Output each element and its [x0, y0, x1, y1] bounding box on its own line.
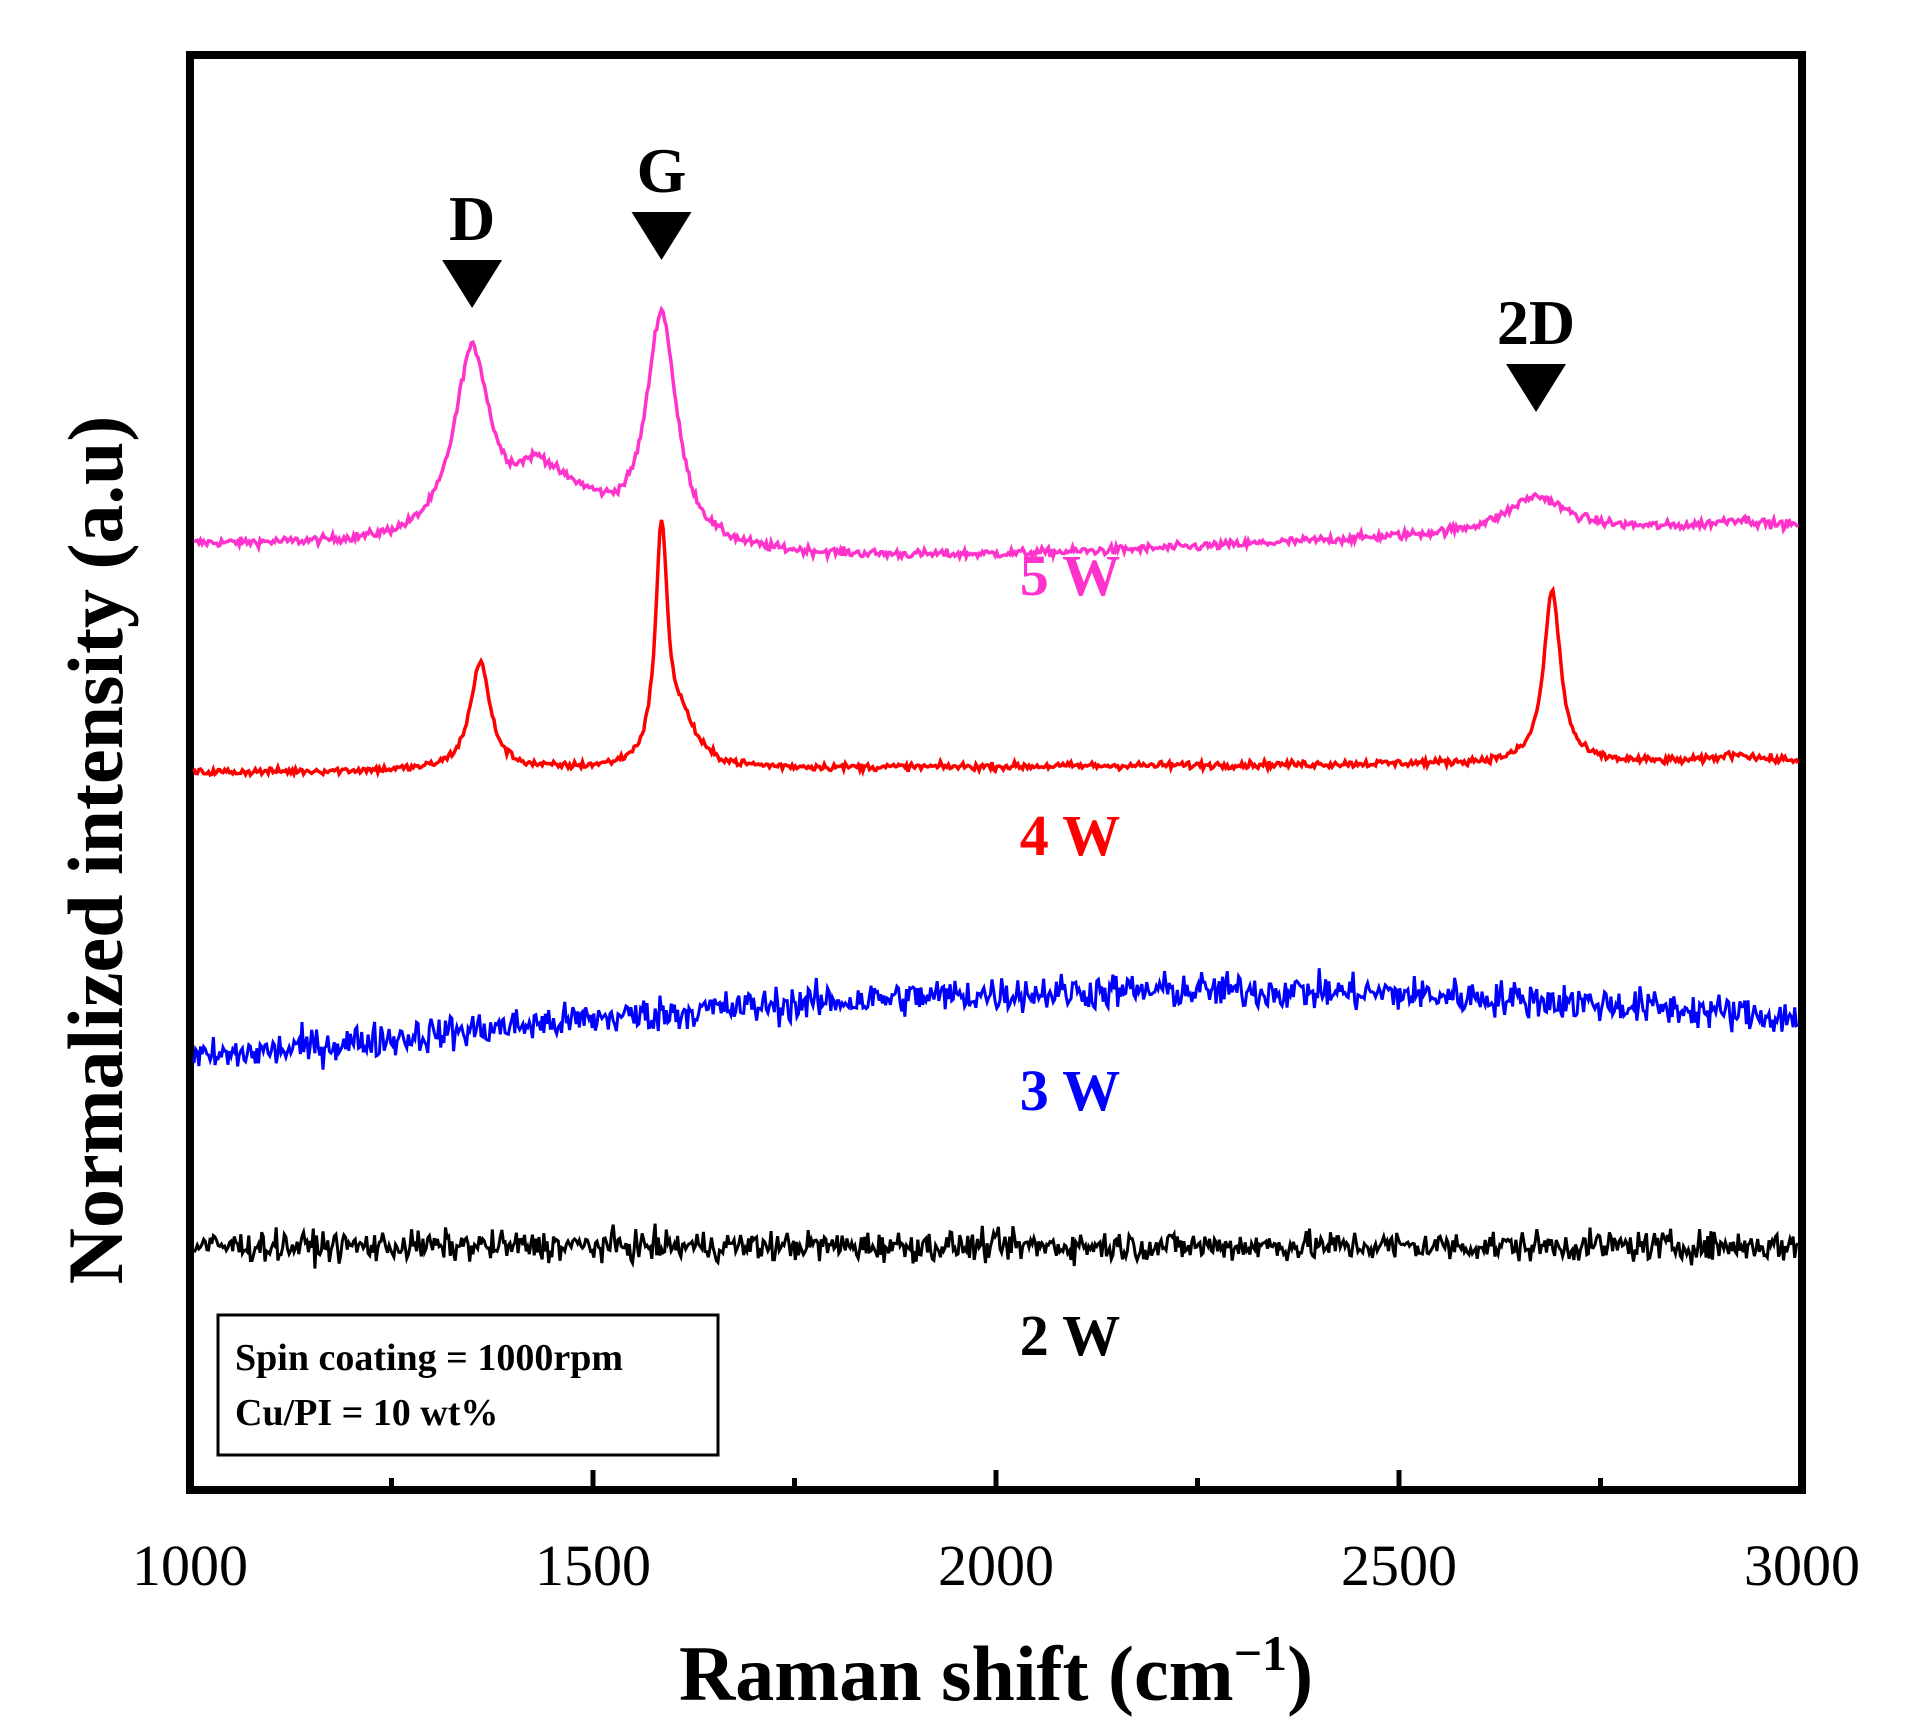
x-axis-title-close: ): [1287, 1630, 1313, 1717]
peak-label-d: D: [449, 183, 495, 254]
series-label-3w: 3 W: [1020, 1058, 1120, 1123]
series-label-4w: 4 W: [1020, 803, 1120, 868]
x-tick-label-2000: 2000: [938, 1533, 1054, 1598]
x-tick-label-1500: 1500: [535, 1533, 651, 1598]
note-box-frame: [216, 1313, 720, 1457]
series-line-3w: [192, 968, 1799, 1070]
note-line-2: Cu/PI = 10 wt%: [235, 1392, 498, 1434]
series-label-2w: 2 W: [1020, 1303, 1120, 1368]
note-box: Spin coating = 1000rpm Cu/PI = 10 wt%: [216, 1313, 720, 1457]
series-line-2w: [192, 1223, 1800, 1269]
x-tick-label-3000: 3000: [1744, 1533, 1860, 1598]
peak-marker-2d: [1506, 364, 1567, 412]
series-line-4w: [192, 519, 1800, 780]
peak-markers: D G 2D: [442, 135, 1575, 412]
note-line-1: Spin coating = 1000rpm: [235, 1337, 623, 1379]
peak-marker-d: [442, 260, 503, 308]
series-label-5w: 5 W: [1020, 543, 1120, 608]
x-tick-label-1000: 1000: [132, 1533, 248, 1598]
x-tick-label-2500: 2500: [1341, 1533, 1457, 1598]
peak-label-g: G: [637, 135, 687, 206]
peak-marker-g: [631, 212, 692, 260]
x-tick-labels: 1000 1500 2000 2500 3000: [132, 1533, 1860, 1598]
series-line-5w: [193, 305, 1800, 564]
series-group: [192, 305, 1800, 1269]
peak-label-2d: 2D: [1497, 287, 1575, 358]
x-axis-title-main: Raman shift (cm: [679, 1630, 1234, 1717]
x-axis-title-sup: −1: [1234, 1625, 1288, 1681]
x-axis-title: Raman shift (cm−1): [679, 1625, 1313, 1717]
y-axis-title: Normalized intensity (a.u): [52, 416, 139, 1285]
x-ticks: [389, 1470, 1603, 1490]
series-labels: 5 W 4 W 3 W 2 W: [1020, 543, 1120, 1368]
